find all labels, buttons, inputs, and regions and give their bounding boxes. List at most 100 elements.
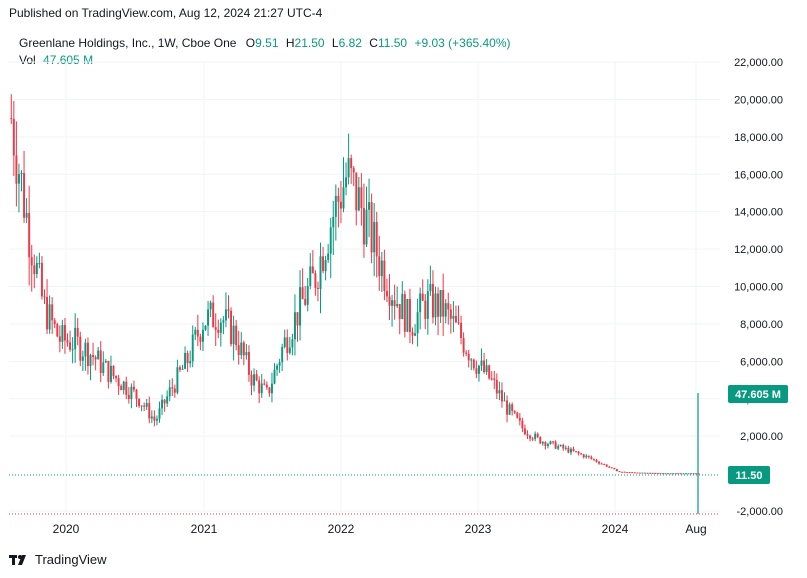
candle-body — [416, 312, 419, 334]
candle-body — [508, 404, 511, 415]
candle-body — [224, 309, 227, 321]
y-tick-label: 10,000.00 — [734, 282, 783, 294]
candle-body — [383, 260, 386, 291]
candle-body — [334, 195, 337, 217]
tradingview-logo-icon — [9, 554, 26, 565]
tradingview-footer[interactable]: TradingView — [9, 552, 107, 567]
volume-badge: 47.605 M — [728, 385, 788, 403]
candle-body — [516, 412, 519, 418]
candle-body — [462, 338, 465, 353]
candle-body — [442, 289, 445, 317]
candle-body — [46, 296, 49, 330]
candle-body — [102, 362, 105, 373]
candle-body — [201, 329, 204, 342]
candle-body — [345, 177, 348, 188]
candle-body — [692, 473, 695, 475]
candle-body — [621, 471, 624, 473]
y-tick-label: -2,000.00 — [737, 506, 783, 518]
candle-body — [518, 417, 521, 421]
candle-body — [623, 471, 626, 473]
symbol-description[interactable]: Greenlane Holdings, Inc., 1W, Cboe One — [19, 36, 237, 50]
candle-body — [485, 365, 488, 373]
candle-body — [92, 355, 95, 358]
candle-body — [342, 187, 345, 209]
candle-body — [656, 473, 659, 475]
close-label: C — [369, 36, 378, 50]
candle-body — [495, 379, 498, 394]
candle-body — [189, 361, 192, 364]
candle-body — [299, 287, 302, 326]
y-tick-label: 6,000.00 — [740, 356, 783, 368]
candle-body — [217, 329, 220, 333]
candle-body — [414, 333, 417, 336]
candle-body — [319, 256, 322, 289]
volume-legend: Vol 47.605 M — [19, 53, 93, 67]
candle-body — [316, 287, 319, 289]
high-label: H — [285, 36, 295, 50]
candle-body — [559, 444, 562, 447]
y-tick-label: 20,000.00 — [734, 94, 783, 106]
candle-body — [638, 472, 641, 474]
candle-body — [362, 208, 365, 245]
candle-body — [375, 222, 378, 257]
candle-body — [194, 329, 197, 335]
candle-body — [408, 298, 411, 333]
candle-body — [582, 454, 585, 458]
candle-body — [339, 201, 342, 209]
candle-body — [523, 428, 526, 435]
candle-body — [626, 472, 629, 474]
candle-body — [112, 365, 115, 376]
candle-body — [286, 337, 289, 353]
candle-body — [644, 472, 647, 474]
candle-body — [587, 455, 590, 457]
candle-body — [268, 387, 271, 394]
volume-label[interactable]: Vol — [19, 53, 36, 67]
candle-body — [503, 400, 506, 402]
candle-body — [396, 304, 399, 307]
candle-body — [120, 386, 123, 391]
candle-body — [506, 400, 509, 415]
candle-body — [117, 378, 120, 387]
candle-body — [649, 472, 652, 474]
candle-body — [125, 381, 128, 395]
candle-body — [575, 451, 578, 453]
candle-body — [258, 380, 261, 394]
candle-body — [66, 340, 69, 343]
candle-body — [564, 447, 567, 449]
candle-body — [615, 469, 618, 472]
candle-body — [552, 441, 555, 443]
candle-body — [539, 436, 542, 444]
candle-body — [23, 172, 26, 218]
candle-body — [161, 399, 164, 409]
candle-body — [608, 466, 611, 468]
candle-body — [536, 433, 539, 437]
candle-body — [610, 467, 613, 469]
candle-body — [529, 435, 532, 439]
candle-body — [454, 315, 457, 323]
candle-body — [447, 303, 450, 310]
candle-body — [572, 448, 575, 452]
candle-body — [526, 434, 529, 436]
candle-body — [71, 349, 74, 351]
candle-body — [143, 405, 146, 407]
candle-body — [592, 458, 595, 460]
candle-body — [196, 329, 199, 337]
candle-body — [546, 444, 549, 446]
candle-body — [240, 342, 243, 356]
candle-body — [306, 285, 309, 305]
candle-body — [25, 213, 28, 218]
candle-body — [293, 312, 296, 340]
candle-body — [89, 355, 92, 366]
candle-body — [531, 438, 534, 440]
x-tick-label: 2020 — [53, 522, 80, 536]
candle-body — [135, 389, 138, 399]
candle-body — [460, 322, 463, 339]
candle-body — [81, 356, 84, 361]
candle-body — [138, 398, 141, 407]
candle-body — [580, 453, 583, 455]
candle-body — [56, 324, 59, 337]
candle-body — [585, 455, 588, 458]
candle-body — [421, 293, 424, 301]
chart-legend: Greenlane Holdings, Inc., 1W, Cboe One O… — [19, 36, 511, 50]
